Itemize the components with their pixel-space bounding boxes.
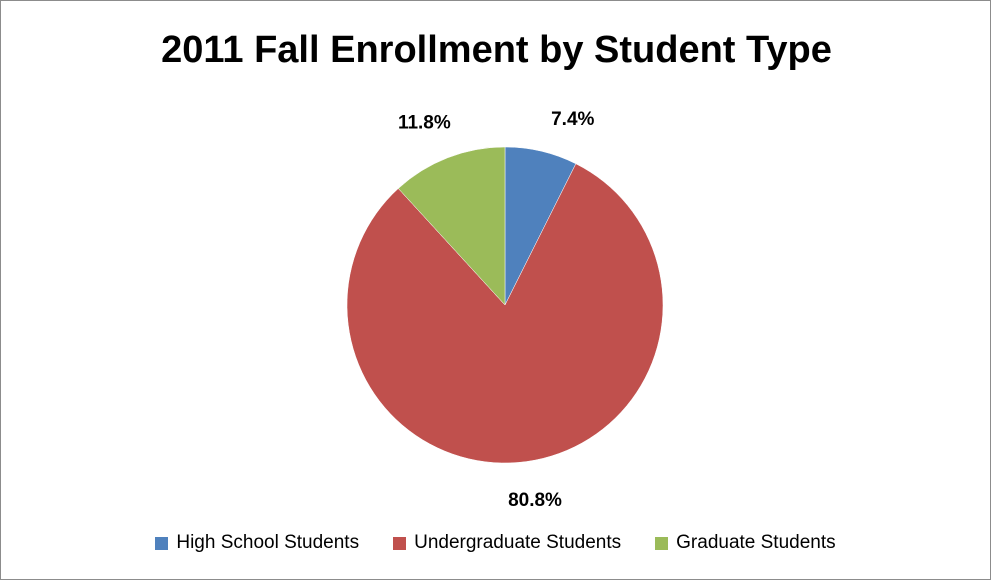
legend-swatch-undergraduate	[393, 536, 407, 550]
legend-swatch-high-school	[155, 536, 169, 550]
pie-data-labels: 7.4% 80.8% 11.8%	[398, 109, 595, 511]
chart-title: 2011 Fall Enrollment by Student Type	[161, 29, 832, 71]
legend-item-undergraduate: Undergraduate Students	[393, 532, 621, 554]
legend: High School Students Undergraduate Stude…	[0, 532, 991, 554]
pie-slice-graduate	[397, 146, 506, 306]
legend-label-high-school: High School Students	[176, 532, 360, 553]
data-label-high-school: 7.4%	[551, 109, 594, 130]
legend-item-graduate: Graduate Students	[655, 532, 836, 554]
pie-slices	[346, 146, 664, 464]
legend-swatch-graduate	[655, 536, 669, 550]
legend-label-undergraduate: Undergraduate Students	[414, 532, 622, 553]
pie-slice-undergraduate	[346, 163, 664, 464]
data-label-undergraduate: 80.8%	[508, 490, 562, 511]
legend-item-high-school: High School Students	[155, 532, 359, 554]
legend-label-graduate: Graduate Students	[676, 532, 836, 553]
data-label-graduate: 11.8%	[398, 112, 451, 133]
